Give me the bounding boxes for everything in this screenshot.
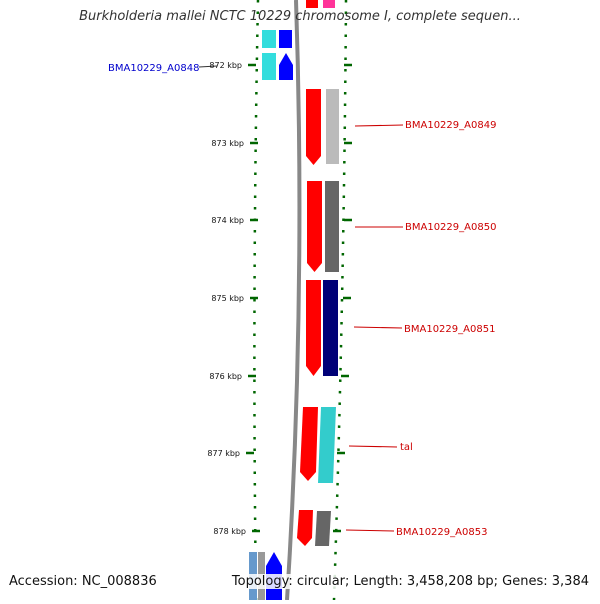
gene-a0849-red-arrow xyxy=(306,89,321,165)
kbp-tick-label: 878 kbp xyxy=(213,527,246,536)
gene-label-a0853[interactable]: BMA10229_A0853 xyxy=(396,527,487,538)
leader-a0851 xyxy=(353,326,403,329)
gene-a0850-red-arrow xyxy=(307,181,322,272)
gene-tal-red-arrow xyxy=(300,407,318,481)
kbp-tick-label: 874 kbp xyxy=(211,216,244,225)
gene-label-a0849[interactable]: BMA10229_A0849 xyxy=(405,120,496,131)
gene-a0848-cyan-1 xyxy=(262,30,276,48)
kbp-tick-label: 872 kbp xyxy=(209,61,242,70)
gene-a0853-gray xyxy=(315,511,331,546)
gene-a0853-red-arrow xyxy=(297,510,313,546)
kbp-tick-label: 876 kbp xyxy=(209,372,242,381)
gene-label-a0848[interactable]: BMA10229_A0848 xyxy=(108,63,199,74)
gene-a0848-cyan-2 xyxy=(262,53,276,80)
gene-label-a0851[interactable]: BMA10229_A0851 xyxy=(404,324,495,335)
leader-tal xyxy=(348,445,398,448)
gene-block-top-pink xyxy=(323,0,335,8)
kbp-tick-layer: 872 kbp 873 kbp 874 kbp 875 kbp 876 kbp 877 k… xyxy=(207,61,352,536)
accession-text: Accession: NC_008836 xyxy=(9,574,157,589)
gene-tal-cyan xyxy=(318,407,336,483)
leader-a0849 xyxy=(354,124,404,127)
gene-a0850-gray xyxy=(325,181,339,272)
inner-ring-dotted xyxy=(253,0,260,601)
gene-a0851-red-arrow xyxy=(306,280,321,376)
gene-a0848-blue-arrow xyxy=(279,53,293,80)
leader-a0848 xyxy=(198,65,218,68)
gene-label-tal[interactable]: tal xyxy=(400,442,413,453)
summary-text: Topology: circular; Length: 3,458,208 bp… xyxy=(230,574,590,589)
gene-a0851-navy xyxy=(323,280,338,376)
kbp-tick-label: 875 kbp xyxy=(211,294,244,303)
chromosome-backbone xyxy=(285,0,302,601)
gene-block-top-red xyxy=(306,0,318,8)
gene-a0848-blue-1 xyxy=(279,30,292,48)
kbp-tick-label: 873 kbp xyxy=(211,139,244,148)
gene-a0849-gray xyxy=(326,89,339,164)
map-title: Burkholderia mallei NCTC 10229 chromosom… xyxy=(79,9,521,24)
outer-ring-dotted xyxy=(332,0,348,601)
leader-a0853 xyxy=(345,529,395,532)
gene-label-a0850[interactable]: BMA10229_A0850 xyxy=(405,222,496,233)
kbp-tick-label: 877 kbp xyxy=(207,449,240,458)
